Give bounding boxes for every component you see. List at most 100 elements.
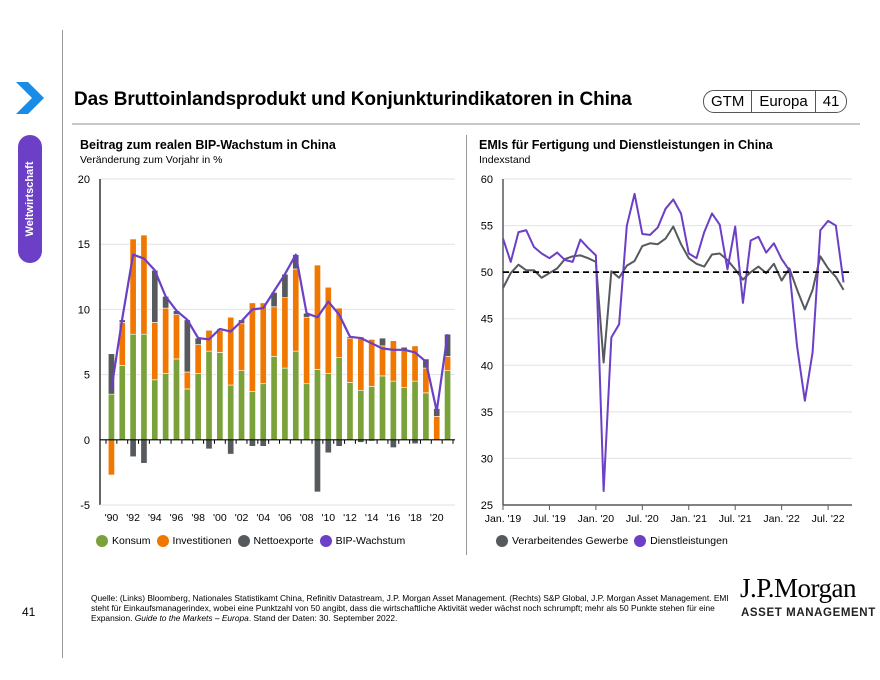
y-tick-label: 5 [84, 370, 90, 382]
bar-konsum [270, 356, 278, 441]
y-tick-label: 15 [78, 239, 90, 251]
bar-investitionen [216, 329, 224, 353]
badge-page: 41 [814, 91, 847, 112]
bar-investitionen [205, 329, 213, 352]
chevron-right-icon [16, 82, 44, 114]
bar-konsum [281, 367, 289, 441]
bar-investitionen [411, 345, 419, 382]
x-tick-label: '94 [148, 512, 162, 524]
bar-konsum [140, 333, 148, 441]
title-rule [72, 123, 860, 125]
bar-konsum [216, 352, 224, 441]
asset-management-logo: ASSET MANAGEMENT [741, 607, 876, 619]
y-tick-label: 20 [78, 174, 90, 186]
legend-item-bip: BIP-Wachstum [319, 535, 405, 547]
bar-konsum [357, 389, 365, 441]
bar-investitionen [433, 416, 441, 441]
jpmorgan-logo: J.P.Morgan [740, 573, 857, 603]
bar-nettoexporte [389, 439, 397, 448]
legend-label: Nettoexporte [253, 535, 314, 547]
bar-investitionen [173, 314, 180, 360]
bar-investitionen [292, 268, 300, 352]
bar-konsum [368, 386, 376, 441]
bar-nettoexporte [259, 439, 267, 447]
bar-konsum [292, 350, 300, 441]
x-tick-label: '14 [365, 512, 379, 524]
bar-investitionen [357, 336, 365, 391]
chart-divider [466, 135, 467, 555]
x-tick-label: '20 [430, 512, 444, 524]
right-chart-subtitle: Indexstand [479, 154, 531, 166]
left-chart-legend: Konsum Investitionen Nettoexporte BIP-Wa… [96, 535, 411, 547]
legend-dot-bip [319, 535, 332, 547]
legend-item-investitionen: Investitionen [156, 535, 232, 547]
x-tick-label: '00 [213, 512, 227, 524]
legend-label: Verarbeitendes Gewerbe [512, 535, 629, 547]
bar-investitionen [346, 337, 354, 383]
x-tick-label: '10 [321, 512, 335, 524]
bar-nettoexporte [205, 439, 213, 450]
page-divider-line [62, 30, 63, 658]
x-tick-label: '96 [170, 512, 184, 524]
bar-konsum [162, 372, 170, 441]
legend-item-nettoexporte: Nettoexporte [237, 535, 314, 547]
bar-investitionen [129, 238, 137, 335]
bar-konsum [248, 391, 256, 441]
page-number: 41 [22, 605, 36, 619]
bar-investitionen [335, 307, 343, 358]
bar-nettoexporte [227, 439, 235, 455]
x-tick-label: '02 [235, 512, 249, 524]
bar-investitionen [259, 302, 267, 385]
legend-dot-dienstleistungen [634, 535, 647, 547]
left-chart-title: Beitrag zum realen BIP-Wachstum in China [80, 138, 336, 152]
x-tick-label: '18 [408, 512, 422, 524]
bar-konsum [314, 369, 321, 441]
legend-label: Konsum [112, 535, 151, 547]
bar-konsum [151, 379, 159, 441]
bar-investitionen [151, 322, 159, 381]
bar-investitionen [107, 439, 115, 476]
legend-label: Investitionen [172, 535, 232, 547]
bar-investitionen [194, 344, 202, 374]
bar-konsum [205, 350, 213, 441]
badge-region: Europa [751, 91, 814, 112]
bar-konsum [173, 358, 180, 441]
x-tick-label: '06 [278, 512, 292, 524]
bar-investitionen [368, 339, 376, 387]
bar-investitionen [227, 316, 235, 386]
legend-item-konsum: Konsum [96, 535, 151, 547]
bar-konsum [422, 392, 430, 441]
x-tick-label: '92 [126, 512, 140, 524]
legend-item-dienstleistungen: Dienstleistungen [634, 535, 728, 547]
source-text: Quelle: (Links) Bloomberg, Nationales St… [91, 593, 729, 623]
bar-investitionen [303, 316, 311, 385]
bar-nettoexporte [140, 439, 148, 464]
bar-konsum [335, 357, 343, 441]
bar-konsum [183, 388, 191, 441]
bar-konsum [444, 370, 452, 441]
bar-konsum [324, 372, 332, 441]
bar-investitionen [389, 340, 397, 382]
bar-investitionen [400, 349, 408, 388]
bar-konsum [346, 382, 354, 441]
source-footnote: Quelle: (Links) Bloomberg, Nationales St… [91, 593, 731, 623]
right-chart-legend: Verarbeitendes Gewerbe Dienstleistungen [496, 535, 734, 547]
gtm-badge: GTM Europa 41 [703, 90, 848, 113]
source-italic: Guide to the Markets – Europa [134, 613, 249, 623]
y-tick-label: 0 [84, 435, 90, 447]
y-tick-label: 10 [78, 304, 90, 316]
line-bip-wachstum [110, 253, 449, 413]
bar-investitionen [281, 297, 289, 369]
legend-dot-konsum [96, 535, 108, 547]
badge-gtm: GTM [711, 93, 745, 110]
x-tick-label: '90 [105, 512, 119, 524]
right-chart-title: EMIs für Fertigung und Dienstleistungen … [479, 138, 773, 152]
section-tab[interactable]: Weltwirtschaft [18, 135, 42, 263]
legend-dot-verarbeitendes [496, 535, 508, 547]
y-tick-label: -5 [80, 500, 90, 512]
bar-konsum [227, 384, 235, 441]
bar-konsum [259, 383, 267, 441]
bar-konsum [238, 370, 245, 441]
bar-investitionen [324, 286, 332, 374]
